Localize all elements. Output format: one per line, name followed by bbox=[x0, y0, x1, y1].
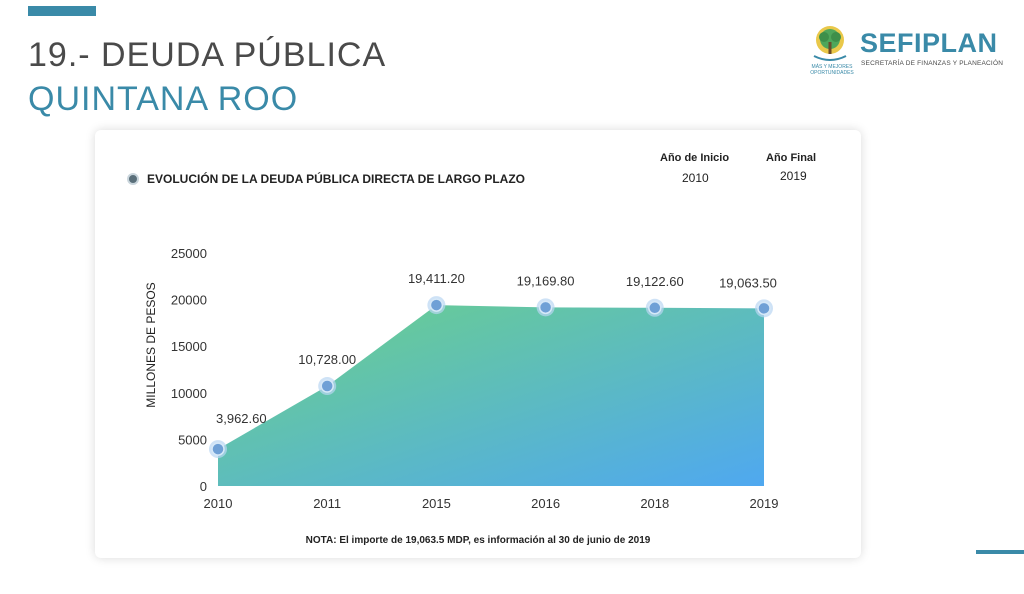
data-point[interactable] bbox=[211, 442, 225, 456]
data-point[interactable] bbox=[757, 301, 771, 316]
legend-marker-icon bbox=[127, 173, 139, 185]
logo-subtitle: SECRETARÍA DE FINANZAS Y PLANEACIÓN bbox=[861, 60, 1004, 67]
logo-slogan: MÁS Y MEJORES OPORTUNIDADES bbox=[810, 64, 854, 76]
y-tick-label: 10000 bbox=[171, 386, 207, 401]
data-point[interactable] bbox=[429, 298, 444, 312]
data-label: 3,962.60 bbox=[216, 411, 267, 426]
debt-area bbox=[218, 305, 764, 486]
footnote: NOTA: El importe de 19,063.5 MDP, es inf… bbox=[305, 535, 651, 546]
chart-title: EVOLUCIÓN DE LA DEUDA PÚBLICA DIRECTA DE… bbox=[147, 172, 525, 186]
data-label: 19,122.60 bbox=[626, 274, 684, 289]
data-label: 19,411.20 bbox=[408, 271, 465, 286]
x-tick-label: 2010 bbox=[204, 496, 233, 511]
data-label: 19,063.50 bbox=[719, 275, 777, 290]
chart-legend: EVOLUCIÓN DE LA DEUDA PÚBLICA DIRECTA DE… bbox=[127, 172, 525, 186]
data-point[interactable] bbox=[320, 379, 334, 393]
y-axis-label: MILLONES DE PESOS bbox=[144, 282, 158, 407]
page-title: 19.- DEUDA PÚBLICA bbox=[28, 36, 387, 74]
data-label: 10,728.00 bbox=[298, 352, 356, 367]
y-tick-label: 5000 bbox=[178, 432, 207, 447]
top-accent-bar bbox=[28, 6, 96, 16]
end-year-label: Año Final bbox=[766, 152, 817, 164]
y-tick-label: 15000 bbox=[171, 339, 207, 354]
x-tick-label: 2015 bbox=[422, 496, 451, 511]
x-tick-label: 2016 bbox=[531, 496, 560, 511]
logo-name: SEFIPLAN bbox=[860, 28, 998, 58]
page-subtitle: QUINTANA ROO bbox=[28, 80, 299, 118]
bottom-accent-bar bbox=[976, 550, 1024, 554]
start-year-value: 2010 bbox=[682, 171, 709, 185]
x-tick-label: 2018 bbox=[640, 496, 669, 511]
data-label: 19,169.80 bbox=[517, 273, 575, 288]
data-point[interactable] bbox=[538, 300, 553, 315]
y-tick-label: 0 bbox=[200, 479, 207, 494]
y-tick-label: 25000 bbox=[171, 246, 207, 261]
x-tick-label: 2011 bbox=[313, 496, 341, 511]
data-point[interactable] bbox=[648, 301, 662, 315]
tree-emblem-icon bbox=[813, 26, 847, 61]
sefiplan-logo: MÁS Y MEJORES OPORTUNIDADES SEFIPLAN SEC… bbox=[804, 24, 1004, 76]
y-tick-label: 20000 bbox=[171, 293, 207, 308]
start-year-label: Año de Inicio bbox=[660, 152, 730, 164]
x-tick-label: 2019 bbox=[750, 496, 779, 511]
end-year-value: 2019 bbox=[780, 169, 807, 183]
